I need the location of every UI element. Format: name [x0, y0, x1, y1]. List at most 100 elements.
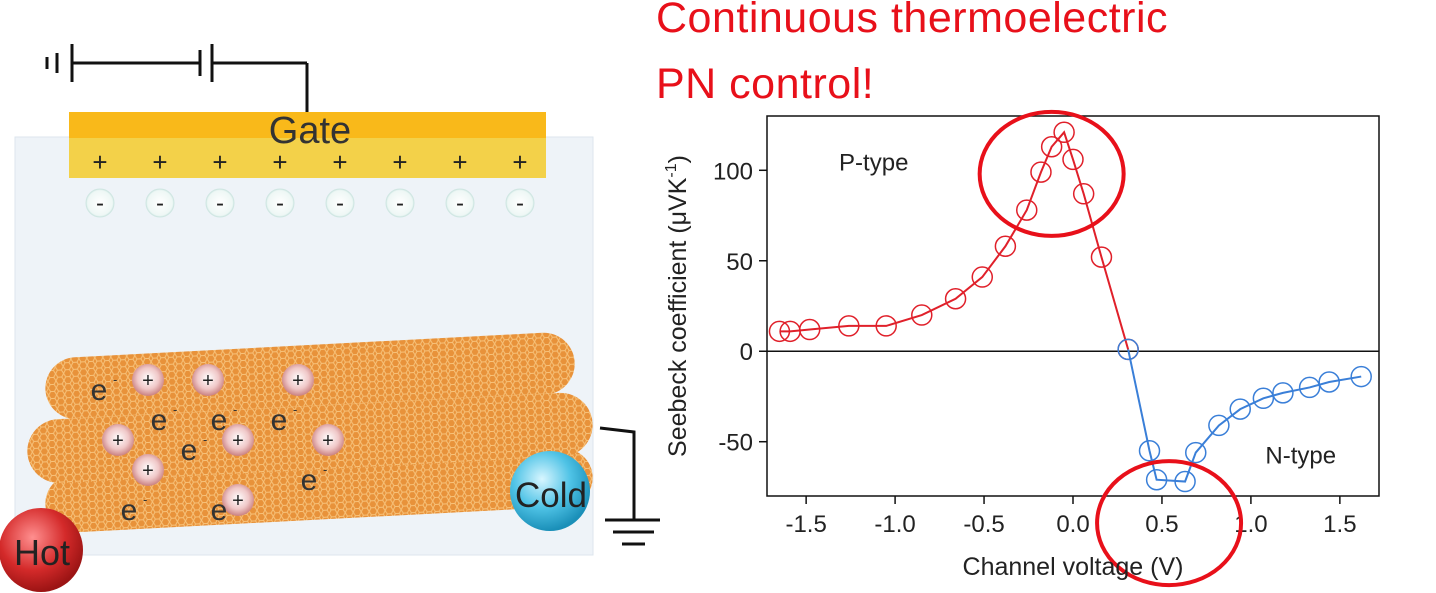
highlight-circle — [1095, 459, 1244, 588]
highlight-layer — [977, 109, 1244, 588]
gate-plus-sign: + — [152, 147, 167, 177]
negative-charge — [325, 188, 355, 218]
series-layer — [768, 121, 1372, 493]
series-1-point — [1272, 382, 1294, 404]
x-tick-label: -1.0 — [874, 511, 915, 538]
gate-plus-sign: + — [452, 147, 467, 177]
series-1-point — [1174, 470, 1196, 493]
headline-line-2: PN control! — [656, 60, 875, 108]
series-0-point — [944, 288, 967, 310]
series-0-point — [1053, 121, 1075, 144]
gate-plus-sign: + — [512, 147, 527, 177]
electron-label: e — [211, 404, 228, 437]
electron-label: e — [151, 404, 168, 437]
series-1-point — [1208, 414, 1230, 437]
series-1-point — [1298, 376, 1321, 399]
induced-negative-charges: -------- — [85, 188, 535, 218]
series-0-line — [779, 130, 1130, 350]
series-0-point — [994, 235, 1017, 258]
negative-charge — [85, 188, 115, 218]
series-0-point — [971, 266, 994, 288]
series-0-point — [911, 304, 933, 326]
battery-circuit — [45, 44, 309, 112]
hole-carrier — [282, 364, 314, 396]
minus-sign: - — [156, 190, 164, 217]
annotation-layer: P-type N-type — [839, 149, 1336, 469]
negative-charge — [505, 188, 535, 218]
gate-electrode — [69, 112, 546, 138]
series-0-point — [875, 315, 897, 337]
gate-plus-sign: + — [212, 147, 227, 177]
minus-sign: - — [276, 190, 284, 217]
headline-line-1: Continuous thermoelectric — [656, 0, 1169, 42]
y-axis-ticks: -50 0 50 100 — [713, 158, 767, 457]
hole-plus-sign: + — [232, 490, 244, 512]
series-1-point — [1185, 441, 1207, 464]
minus-sign: - — [216, 190, 224, 217]
y-tick-label: -50 — [718, 430, 753, 457]
negative-charge — [445, 188, 475, 218]
cold-label: Cold — [515, 476, 587, 515]
series-0-point — [1072, 183, 1095, 205]
negative-charge — [385, 188, 415, 218]
minus-sign: - — [96, 190, 104, 217]
minus-sign: - — [336, 190, 344, 217]
electron-charge-superscript: - — [323, 462, 327, 477]
chart-annotation: P-type — [839, 149, 908, 176]
negative-charge — [265, 188, 295, 218]
series-1-point — [1350, 365, 1372, 388]
y-tick-label: 50 — [726, 249, 753, 276]
gate-plus-charges: + + + + + + + + — [92, 147, 527, 177]
gate-plus-sign: + — [272, 147, 287, 177]
hole-plus-sign: + — [142, 460, 154, 482]
series-1-point — [1145, 468, 1168, 491]
series-0-point — [798, 318, 821, 341]
gate-dielectric — [69, 138, 546, 178]
series-1-point — [1138, 440, 1161, 462]
hole-carrier — [132, 364, 164, 396]
hole-plus-sign: + — [292, 370, 304, 392]
gate-plus-sign: + — [92, 147, 107, 177]
minus-sign: - — [396, 190, 404, 217]
hole-plus-sign: + — [322, 430, 334, 452]
x-tick-label: 1.5 — [1323, 511, 1356, 538]
x-tick-label: -1.5 — [785, 511, 826, 538]
highlight-circle — [977, 109, 1126, 238]
hole-carrier — [312, 424, 344, 456]
electron-charge-superscript: - — [173, 402, 177, 417]
y-tick-label: 100 — [713, 158, 753, 185]
series-1-point — [1252, 387, 1275, 410]
x-axis-label: Channel voltage (V) — [963, 553, 1184, 581]
series-1-point — [1318, 371, 1340, 393]
nanotube-middle — [27, 392, 593, 484]
gate-label: Gate — [269, 110, 351, 152]
series-0-point — [1062, 148, 1084, 171]
electron-charge-superscript: - — [113, 372, 117, 387]
y-tick-label: 0 — [740, 339, 753, 366]
series-1-line — [1127, 349, 1362, 483]
hole-plus-sign: + — [202, 370, 214, 392]
negative-charge — [145, 188, 175, 218]
hole-carrier — [192, 364, 224, 396]
electron-label: e — [181, 434, 198, 467]
x-axis-ticks: -1.5 -1.0 -0.5 0.0 0.5 1.0 1.5 — [785, 496, 1357, 538]
series-0-point — [1015, 199, 1038, 221]
gate-plus-sign: + — [332, 147, 347, 177]
cold-reservoir — [510, 451, 590, 531]
chart-annotation: N-type — [1265, 442, 1336, 469]
x-tick-label: 0.5 — [1145, 511, 1178, 538]
hole-plus-sign: + — [142, 370, 154, 392]
minus-sign: - — [456, 190, 464, 217]
electron-carriers: e -e - e - e -e -e -e - e - — [91, 372, 328, 527]
electron-charge-superscript: - — [143, 492, 147, 507]
electron-label: e — [91, 374, 108, 407]
ground-connection — [599, 426, 660, 546]
gate-plus-sign: + — [392, 147, 407, 177]
minus-sign: - — [516, 190, 524, 217]
series-1-point — [1229, 398, 1251, 420]
x-tick-label: -0.5 — [963, 511, 1004, 538]
electron-label: e — [271, 404, 288, 437]
hole-plus-sign: + — [112, 430, 124, 452]
electron-label: e — [211, 494, 228, 527]
series-0-point — [1090, 246, 1113, 268]
